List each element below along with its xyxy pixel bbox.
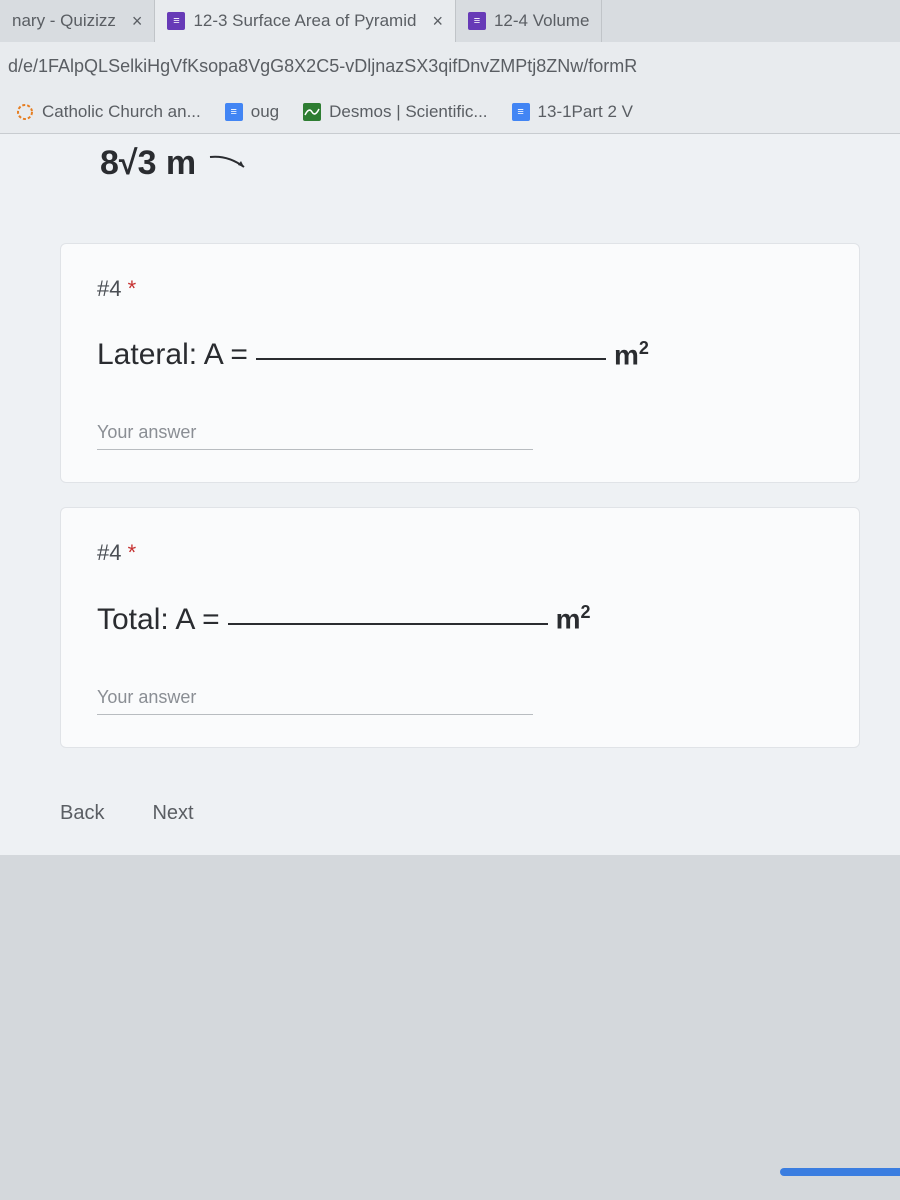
browser-tab-strip: nary - Quizizz × ≡ 12-3 Surface Area of … [0, 0, 900, 42]
unit-base: m [556, 604, 581, 635]
tab-label: nary - Quizizz [12, 11, 116, 31]
google-forms-icon: ≡ [167, 12, 185, 30]
blank-line [228, 623, 548, 625]
tab-label: 12-4 Volume [494, 11, 589, 31]
question-prompt: Total: A = m2 [97, 602, 823, 636]
url-bar[interactable]: d/e/1FAlpQLSelkiHgVfKsopa8VgG8X2C5-vDljn… [0, 42, 900, 90]
answer-input[interactable] [97, 681, 533, 715]
next-button[interactable]: Next [152, 792, 193, 835]
browser-tab[interactable]: ≡ 12-3 Surface Area of Pyramid × [155, 0, 456, 42]
bookmark-item[interactable]: Catholic Church an... [16, 102, 201, 122]
form-content: 8√3 m #4 * Lateral: A = m2 #4 * Total: A… [0, 134, 900, 855]
browser-tab[interactable]: ≡ 12-4 Volume [456, 0, 602, 42]
bookmark-label: Catholic Church an... [42, 102, 201, 122]
bookmark-item[interactable]: Desmos | Scientific... [303, 102, 487, 122]
bookmark-label: Desmos | Scientific... [329, 102, 487, 122]
bookmark-item[interactable]: ≡ oug [225, 102, 279, 122]
measurement-value: 8√3 m [100, 144, 196, 183]
google-docs-icon: ≡ [225, 103, 243, 121]
answer-input[interactable] [97, 416, 533, 450]
form-navigation: Back Next [0, 772, 900, 835]
arrow-icon [208, 148, 248, 180]
progress-bar [780, 1168, 900, 1176]
question-label: Lateral: A = [97, 338, 248, 372]
close-icon[interactable]: × [432, 11, 443, 32]
question-number: #4 * [97, 276, 823, 302]
question-card: #4 * Lateral: A = m2 [60, 243, 860, 483]
question-card: #4 * Total: A = m2 [60, 507, 860, 747]
browser-tab[interactable]: nary - Quizizz × [0, 0, 155, 42]
question-prompt: Lateral: A = m2 [97, 338, 823, 372]
bookmarks-bar: Catholic Church an... ≡ oug Desmos | Sci… [0, 90, 900, 134]
tab-label: 12-3 Surface Area of Pyramid [193, 11, 416, 31]
required-asterisk: * [128, 276, 137, 301]
unit-exponent: 2 [639, 338, 649, 358]
circle-icon [16, 103, 34, 121]
question-number-text: #4 [97, 276, 121, 301]
bookmark-item[interactable]: ≡ 13-1Part 2 V [512, 102, 633, 122]
google-forms-icon: ≡ [468, 12, 486, 30]
bookmark-label: oug [251, 102, 279, 122]
question-number-text: #4 [97, 540, 121, 565]
desmos-icon [303, 103, 321, 121]
back-button[interactable]: Back [60, 792, 104, 835]
unit-label: m2 [556, 602, 591, 635]
google-docs-icon: ≡ [512, 103, 530, 121]
unit-label: m2 [614, 338, 649, 371]
question-label: Total: A = [97, 603, 220, 637]
bookmark-label: 13-1Part 2 V [538, 102, 633, 122]
measurement-display: 8√3 m [0, 134, 900, 243]
unit-base: m [614, 339, 639, 370]
close-icon[interactable]: × [132, 11, 143, 32]
unit-exponent: 2 [581, 602, 591, 622]
required-asterisk: * [128, 540, 137, 565]
url-text: d/e/1FAlpQLSelkiHgVfKsopa8VgG8X2C5-vDljn… [8, 56, 637, 77]
question-number: #4 * [97, 540, 823, 566]
blank-line [256, 358, 606, 360]
